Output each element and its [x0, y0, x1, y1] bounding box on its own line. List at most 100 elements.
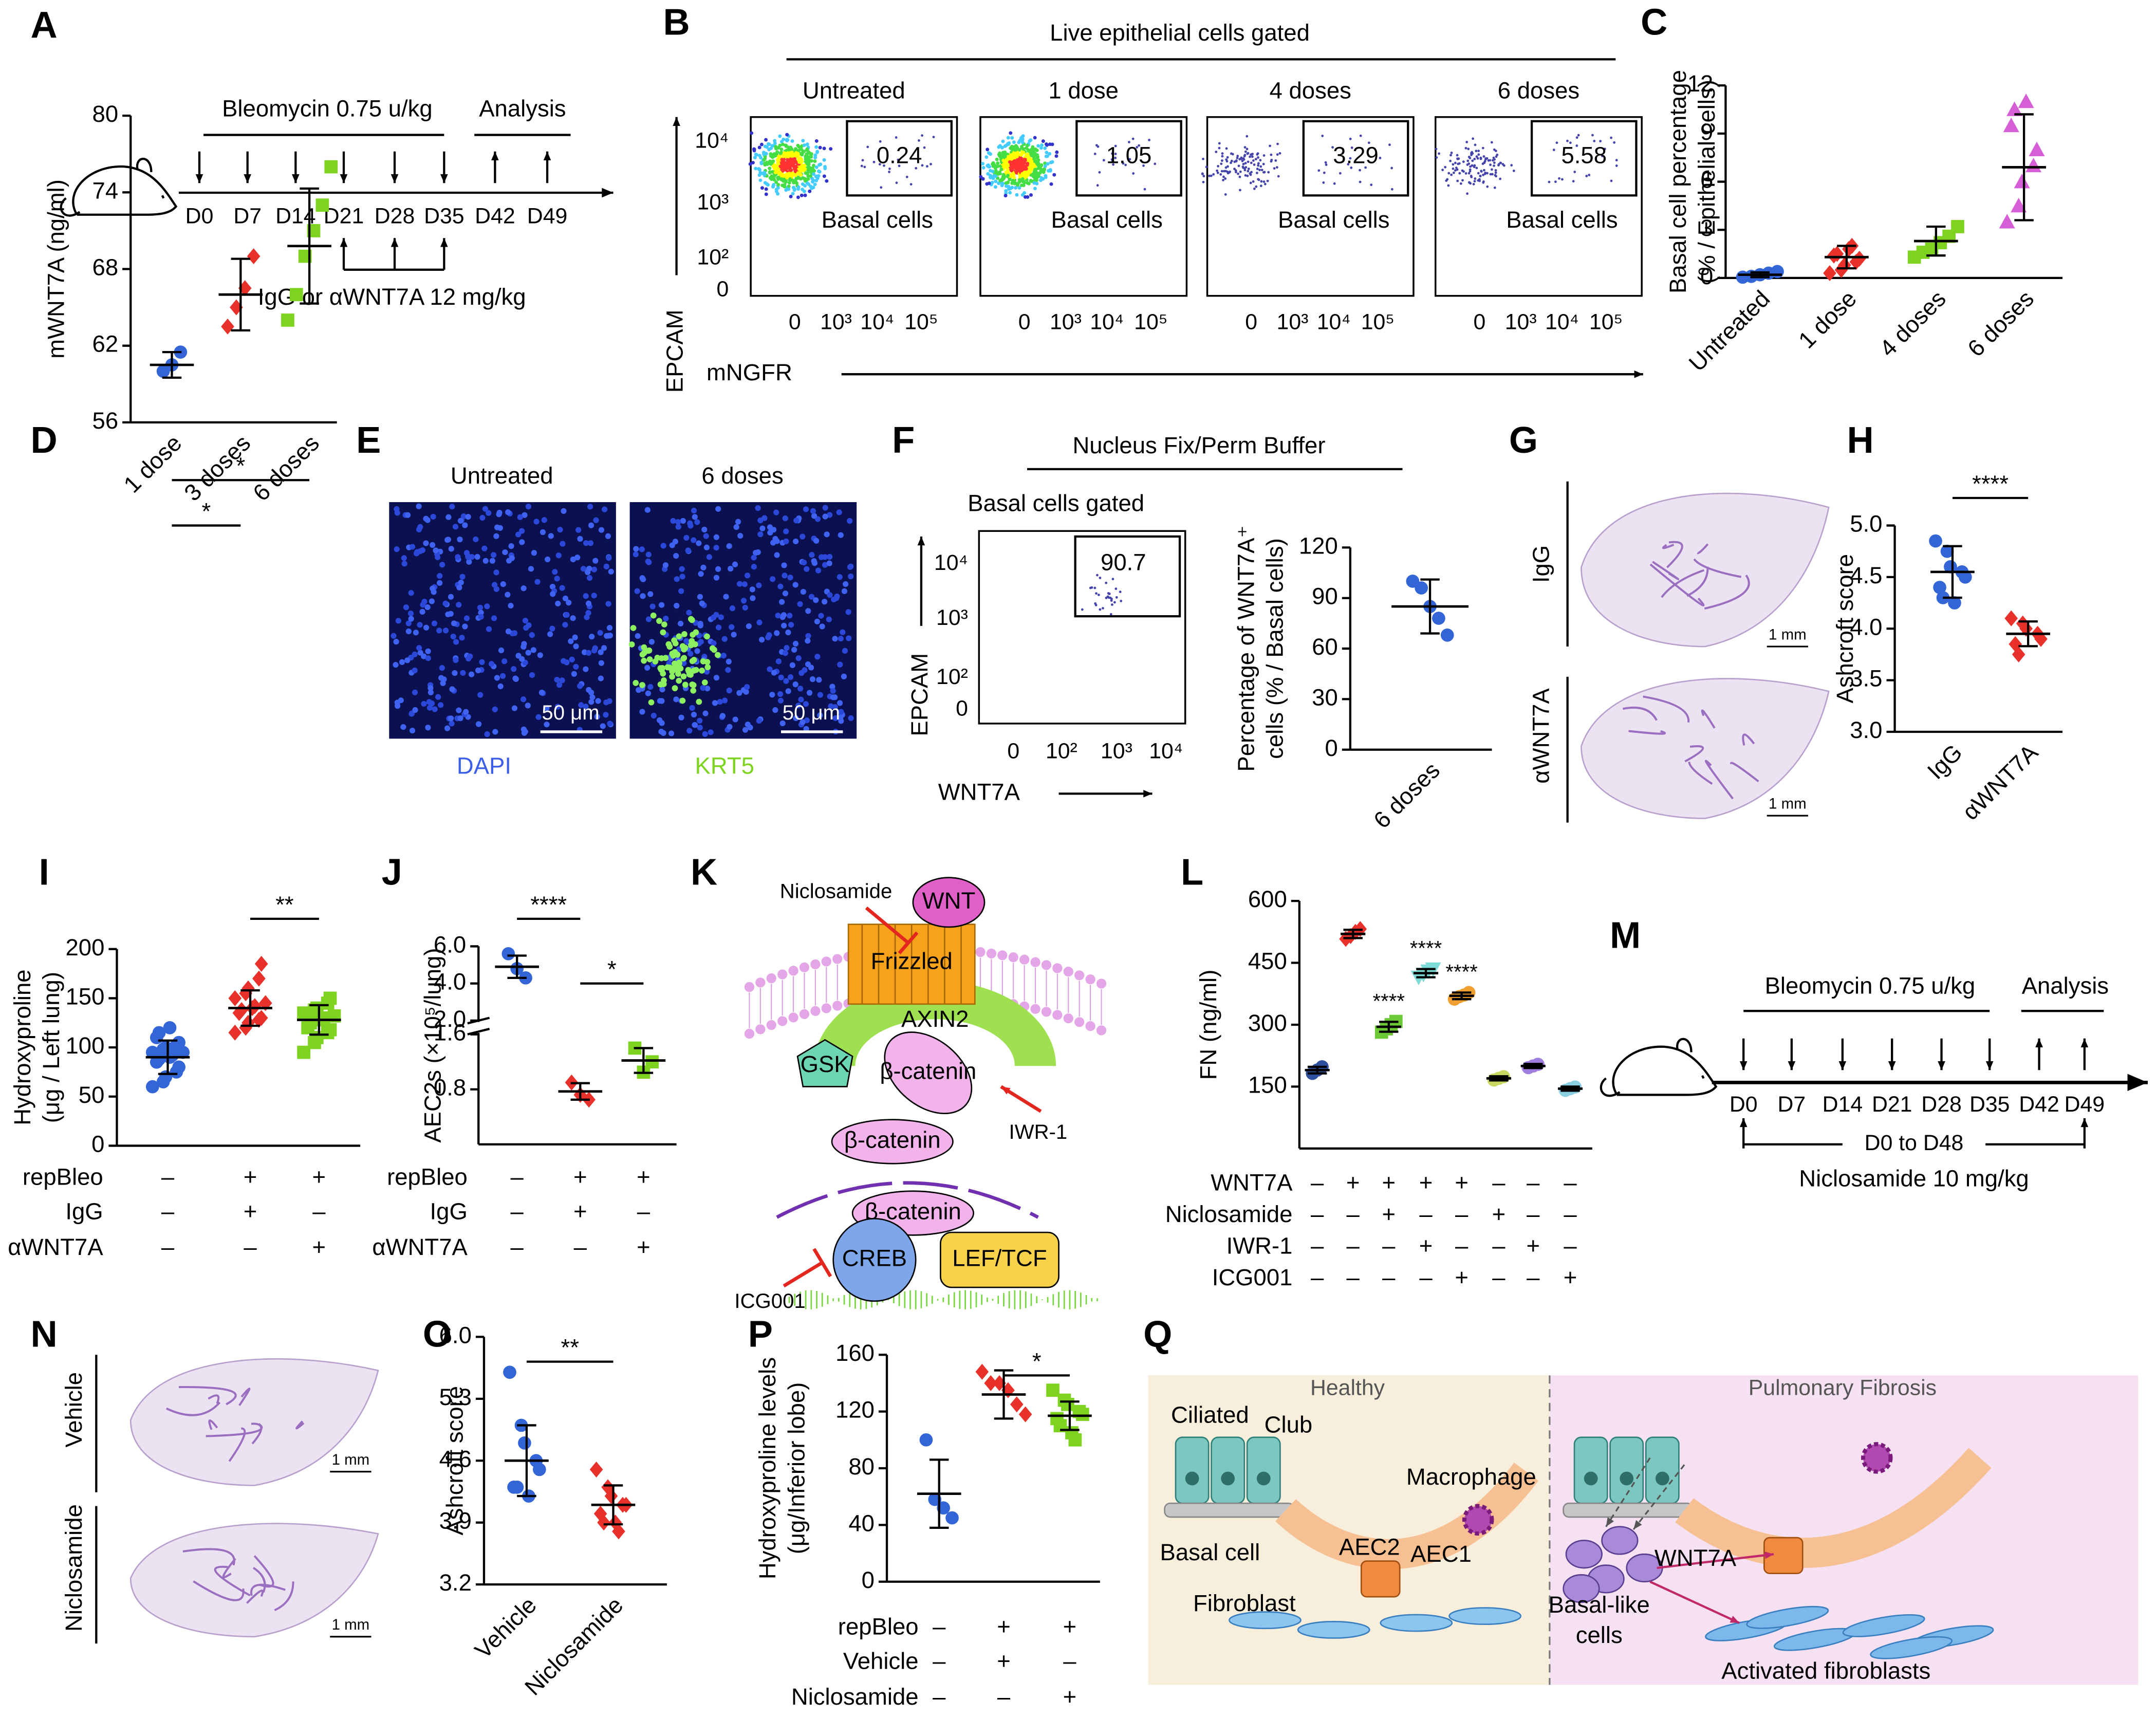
data-point [984, 1375, 998, 1391]
flow-event [1235, 171, 1237, 174]
lipid-head [744, 982, 755, 992]
x-tick-label: 6 doses [248, 430, 324, 506]
lipid-head [777, 1016, 788, 1026]
nucleus [583, 666, 589, 672]
flow-event [791, 171, 795, 175]
flow-event [1569, 141, 1572, 144]
lipid-head [1063, 967, 1073, 977]
flow-event [1043, 161, 1047, 165]
data-point [172, 1036, 185, 1049]
flow-event [1263, 182, 1267, 186]
nucleus [593, 517, 599, 523]
data-point [1944, 560, 1957, 574]
flow-event [1114, 587, 1118, 590]
flow-event [1216, 171, 1219, 174]
row-sign: – [997, 1684, 1011, 1710]
flow-event [860, 164, 863, 168]
row-sign: – [1492, 1264, 1506, 1290]
nucleus [566, 600, 572, 606]
x-tick-label: 10³ [1050, 310, 1082, 335]
data-point [228, 990, 242, 1006]
arrow-head [2080, 1118, 2089, 1128]
nucleus [633, 551, 639, 558]
panel-letter: P [748, 1314, 773, 1355]
airway [1662, 544, 1675, 549]
flow-event [779, 140, 784, 144]
flow-event [1489, 173, 1492, 176]
nucleus [493, 533, 499, 539]
panel-letter: Q [1143, 1314, 1172, 1355]
flow-event [1342, 151, 1345, 154]
nucleus [757, 531, 764, 538]
y-tick-label: 30 [1312, 684, 1338, 710]
nucleus [452, 524, 459, 530]
nucleus [737, 533, 744, 539]
flow-event [1490, 168, 1493, 171]
flow-event [1478, 179, 1481, 182]
nucleus [598, 527, 605, 533]
flow-event [1512, 169, 1515, 172]
nucleus [608, 568, 614, 575]
nucleus [832, 715, 839, 722]
flow-event [790, 139, 794, 143]
epithelial-cell [1211, 1436, 1246, 1504]
flow-event [1277, 175, 1280, 178]
cell-label: Ciliated [1171, 1402, 1249, 1428]
significance-label: * [607, 956, 617, 983]
flow-event [1241, 159, 1244, 162]
flow-event [1013, 181, 1017, 185]
nucleus [403, 604, 410, 611]
lipid-head [1008, 952, 1018, 963]
beta-catenin [831, 1119, 954, 1165]
nucleus [838, 532, 844, 538]
day-label: D35 [1969, 1092, 2010, 1117]
data-point [2004, 610, 2018, 626]
nucleus [645, 616, 652, 622]
x-tick-label: 10⁴ [1545, 310, 1579, 335]
flow-event [895, 181, 898, 184]
lipid-head [788, 1012, 798, 1023]
nucleus [391, 633, 397, 639]
row-sign: – [1311, 1264, 1324, 1290]
flow-event [807, 160, 811, 164]
flow-event [1497, 164, 1500, 167]
flow-event [1242, 166, 1244, 169]
y-tick-label: 90 [1312, 583, 1338, 609]
flow-event [814, 165, 819, 169]
nucleus [700, 564, 707, 571]
nucleus [749, 586, 755, 593]
gate-value: 0.24 [877, 142, 922, 168]
x-tick-label: 0 [1018, 310, 1031, 335]
flow-event [1470, 176, 1473, 178]
data-point [247, 248, 261, 265]
data-point [1018, 1406, 1032, 1423]
flow-event [991, 176, 995, 180]
nucleus [822, 513, 828, 520]
flow-event [1036, 163, 1040, 167]
flow-event [1018, 174, 1022, 178]
nucleus [718, 614, 724, 620]
y-tick-label: 10³ [936, 605, 968, 630]
flow-event [1111, 152, 1113, 155]
data-point [612, 1523, 625, 1540]
row-sign: – [1382, 1232, 1396, 1259]
lipid-head [1063, 1013, 1073, 1024]
lipid-head [1030, 957, 1040, 967]
flow-event [804, 154, 808, 158]
flow-event [1012, 162, 1016, 167]
arrow-head [1739, 1061, 1748, 1070]
nucleus [605, 633, 611, 639]
nucleus [592, 645, 598, 651]
krt5-signal [691, 657, 697, 663]
nucleus [644, 664, 650, 671]
airway [1688, 762, 1713, 785]
nucleus [585, 650, 592, 656]
nucleus [578, 702, 584, 708]
flow-event [771, 176, 775, 180]
nucleus [673, 552, 679, 559]
flow-event [1473, 180, 1476, 183]
nucleus [658, 602, 665, 608]
nucleus [783, 538, 789, 544]
flow-event [1029, 161, 1033, 165]
flow-event [1252, 159, 1255, 162]
